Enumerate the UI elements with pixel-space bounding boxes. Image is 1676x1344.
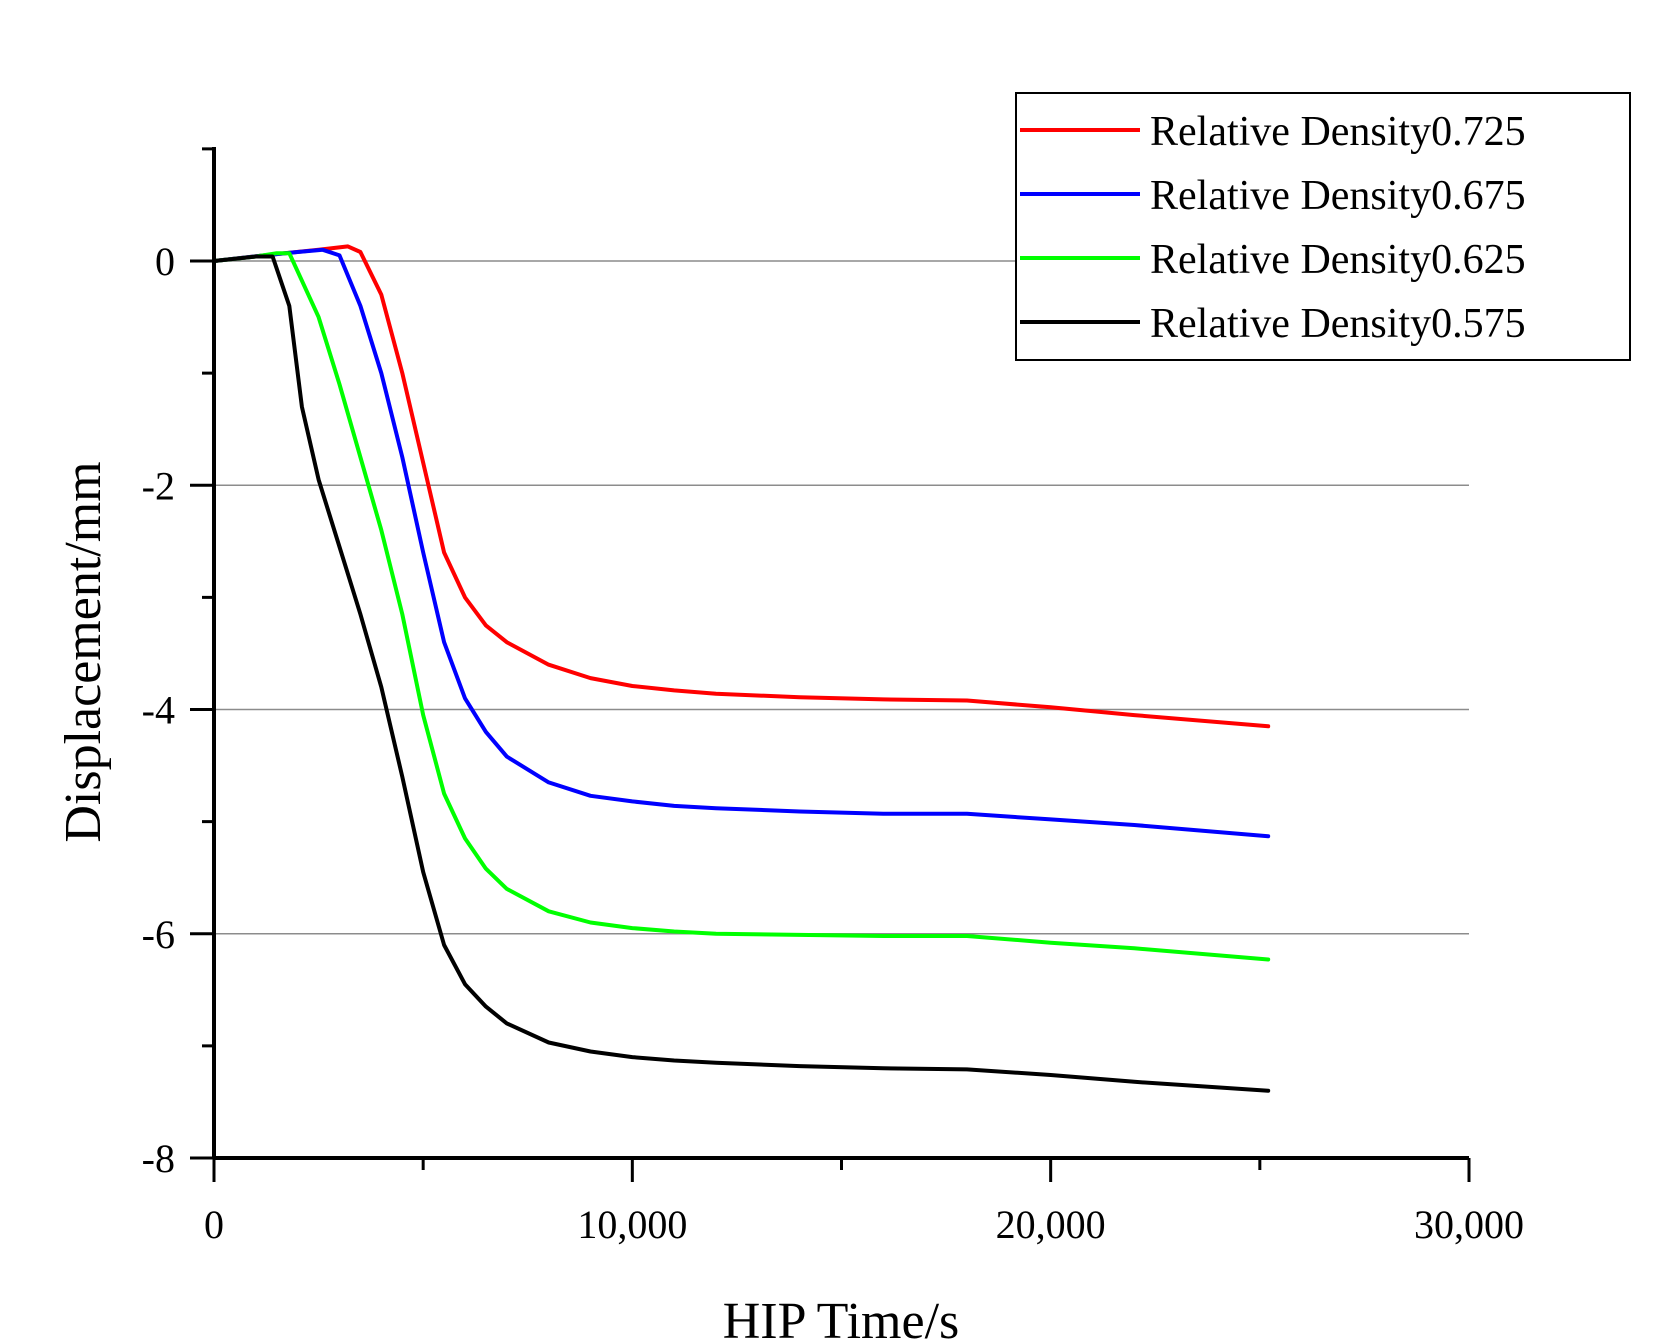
x-tick-label: 30,000 — [1414, 1202, 1524, 1247]
series-line-3 — [212, 251, 1271, 962]
y-axis-title: Displacement/mm — [55, 461, 112, 842]
legend-label-4: Relative Density0.575 — [1150, 301, 1526, 347]
y-tick-label: -6 — [142, 912, 175, 957]
y-tick-label: -8 — [142, 1136, 175, 1181]
x-tick-label: 0 — [204, 1202, 224, 1247]
x-tick-label: 10,000 — [577, 1202, 687, 1247]
series-line-1 — [212, 244, 1271, 729]
legend-label-3: Relative Density0.625 — [1150, 237, 1526, 283]
x-axis-title: HIP Time/s — [723, 1293, 960, 1344]
series-line-2 — [212, 247, 1271, 839]
legend-box — [1015, 92, 1631, 361]
plot-series — [212, 244, 1271, 1093]
series-line-4 — [212, 254, 1271, 1093]
y-tick-label: 0 — [155, 239, 175, 284]
legend-label-1: Relative Density0.725 — [1150, 109, 1526, 155]
y-tick-label: -4 — [142, 688, 175, 733]
legend-label-2: Relative Density0.675 — [1150, 173, 1526, 219]
grid-lines — [214, 260, 1469, 935]
legend: Relative Density0.725 Relative Density0.6… — [1015, 92, 1631, 361]
x-tick-label: 20,000 — [996, 1202, 1106, 1247]
ticks: 0 10,000 20,000 30,000 0 -2 -4 -6 -8 — [142, 147, 1524, 1247]
y-tick-label: -2 — [142, 463, 175, 508]
